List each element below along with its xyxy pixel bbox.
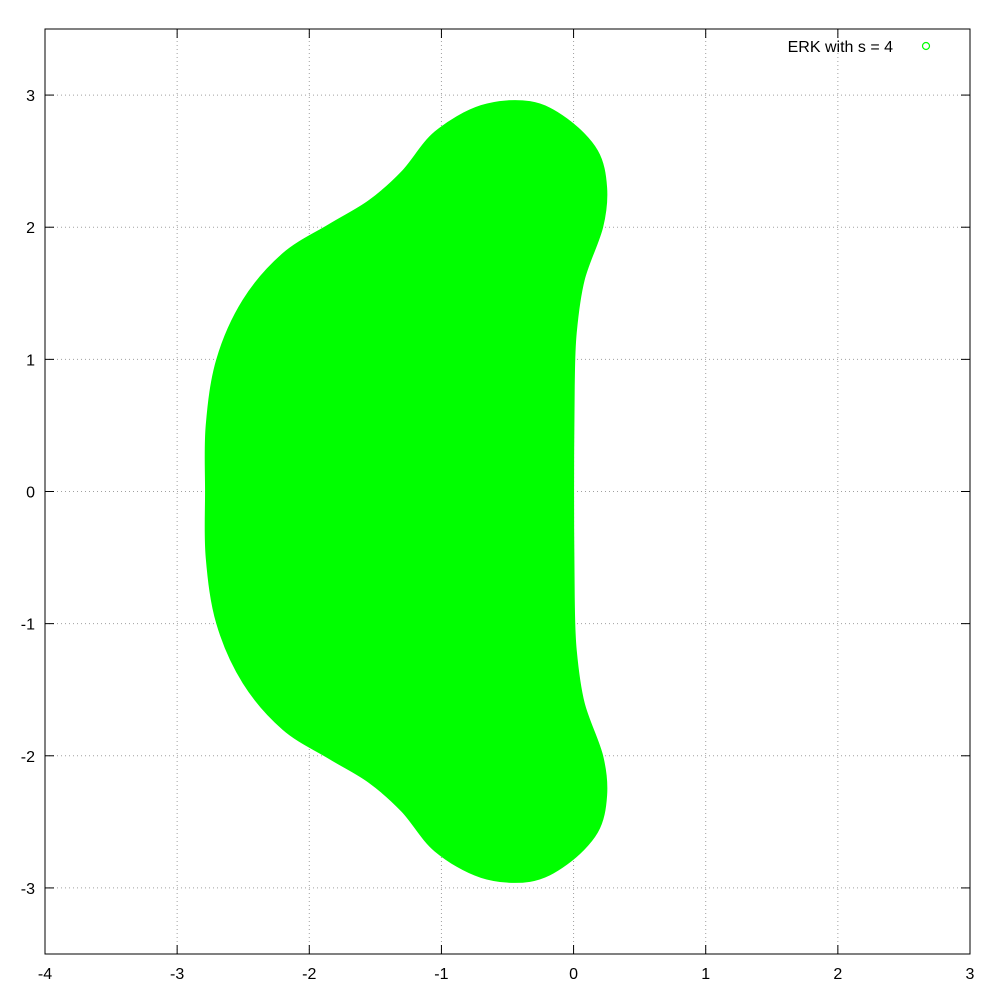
series-layer <box>204 100 608 883</box>
y-tick-label: 0 <box>26 485 35 502</box>
x-tick-label: 3 <box>966 966 975 983</box>
x-tick-label: 0 <box>569 966 578 983</box>
x-tick-label: 1 <box>701 966 710 983</box>
legend-entry-marker <box>921 41 931 51</box>
x-tick-label: -1 <box>434 966 448 983</box>
y-tick-label: 3 <box>26 88 35 105</box>
legend-entry-label: ERK with s = 4 <box>788 39 893 56</box>
tick-labels: -4 -3 -2 -1 0 1 2 3 -3 -2 -1 0 1 2 3 <box>21 88 975 983</box>
y-tick-label: 1 <box>26 352 35 369</box>
stability-region-area <box>204 100 608 883</box>
axes <box>44 28 971 955</box>
x-tick-label: -2 <box>302 966 316 983</box>
x-tick-label: -4 <box>38 966 52 983</box>
y-tick-label: 2 <box>26 220 35 237</box>
x-tick-label: -3 <box>170 966 184 983</box>
y-tick-label: -2 <box>21 749 35 766</box>
x-tick-label: 2 <box>833 966 842 983</box>
legend: ERK with s = 4 <box>788 39 931 56</box>
y-tick-label: -1 <box>21 617 35 634</box>
y-tick-label: -3 <box>21 881 35 898</box>
